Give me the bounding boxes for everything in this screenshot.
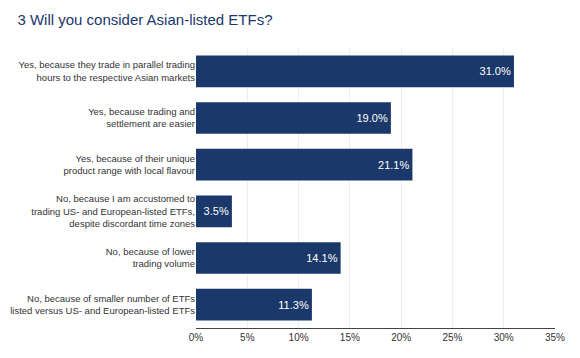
svg-text:35%: 35% — [545, 332, 565, 343]
svg-text:No, because of smaller number: No, because of smaller number of ETFslis… — [10, 293, 195, 316]
svg-text:No, because of lowertrading vo: No, because of lowertrading volume — [106, 246, 195, 269]
svg-text:5%: 5% — [240, 332, 255, 343]
svg-text:25%: 25% — [442, 332, 462, 343]
svg-text:31.0%: 31.0% — [480, 65, 511, 77]
svg-text:11.3%: 11.3% — [278, 299, 309, 311]
svg-text:Yes, because of their uniquepr: Yes, because of their uniqueproduct rang… — [64, 153, 196, 176]
svg-text:Yes, because trading andsettle: Yes, because trading andsettlement are e… — [88, 106, 195, 129]
svg-text:No, because I am accustomed to: No, because I am accustomed totrading US… — [31, 193, 195, 229]
svg-text:21.1%: 21.1% — [378, 159, 409, 171]
svg-text:Yes, because they trade in par: Yes, because they trade in parallel trad… — [18, 59, 195, 82]
svg-text:30%: 30% — [494, 332, 514, 343]
svg-text:0%: 0% — [189, 332, 204, 343]
svg-text:10%: 10% — [289, 332, 309, 343]
svg-text:14.1%: 14.1% — [306, 252, 337, 264]
svg-text:19.0%: 19.0% — [356, 112, 387, 124]
svg-text:3 Will you consider Asian-list: 3 Will you consider Asian-listed ETFs? — [17, 11, 272, 28]
svg-text:3.5%: 3.5% — [204, 205, 229, 217]
svg-text:15%: 15% — [340, 332, 360, 343]
svg-text:20%: 20% — [391, 332, 411, 343]
